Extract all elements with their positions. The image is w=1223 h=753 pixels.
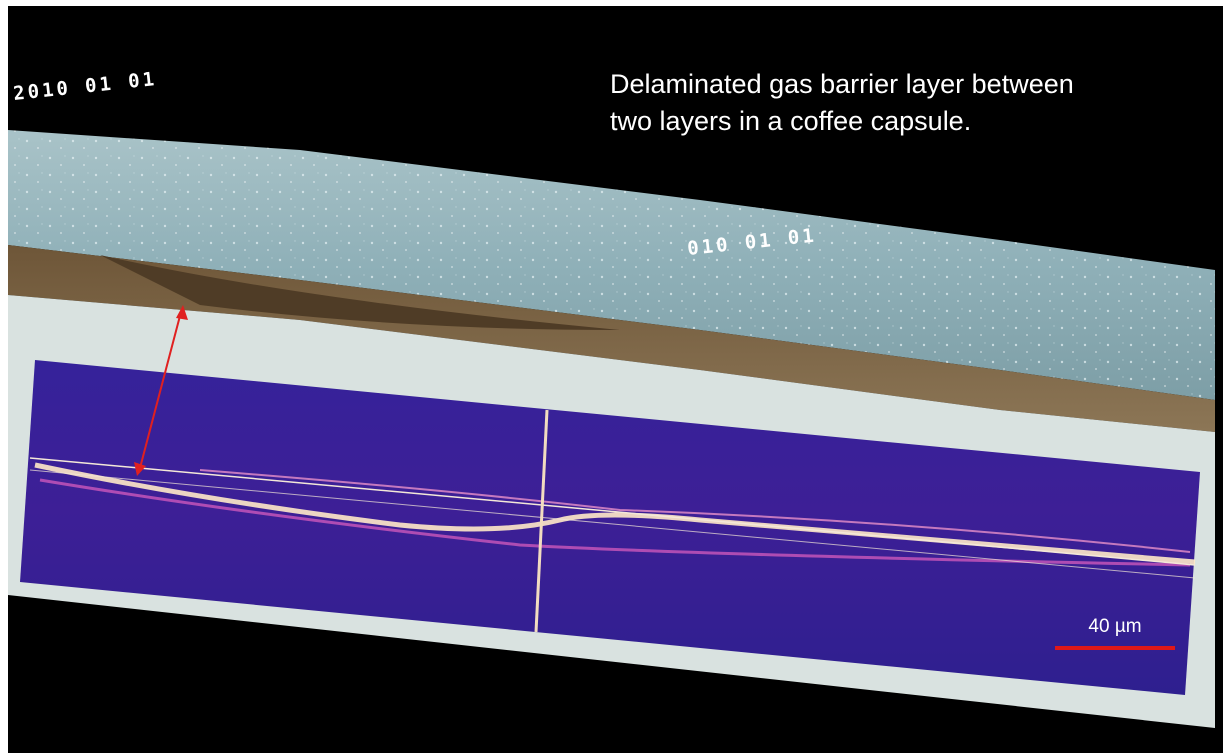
caption-line: two layers in a coffee capsule. [610,106,971,136]
micrograph: 40 µm Delaminated gas barrier layer betw… [0,0,1223,753]
scale-label: 40 µm [1088,616,1141,637]
caption-line: Delaminated gas barrier layer between [610,69,1074,99]
